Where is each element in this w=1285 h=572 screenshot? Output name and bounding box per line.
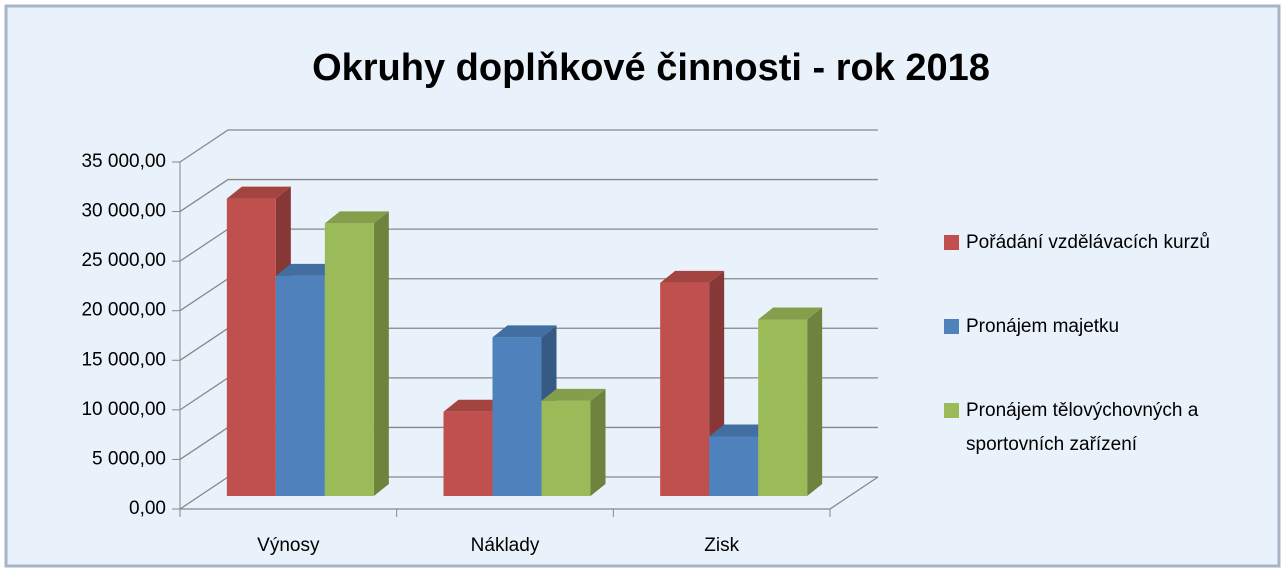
legend-swatch <box>944 319 959 334</box>
y-tick-label: 15 000,00 <box>81 349 166 370</box>
bar-front <box>226 198 276 497</box>
x-tick-label: Výnosy <box>257 535 320 556</box>
bar <box>492 325 557 496</box>
bar-front <box>275 275 325 496</box>
bar <box>541 388 606 496</box>
x-tick-label: Náklady <box>471 535 540 556</box>
bar-top <box>758 307 823 320</box>
bar-front <box>709 436 759 496</box>
bar-side <box>807 307 823 496</box>
chart-title: Okruhy doplňkové činnosti - rok 2018 <box>312 47 990 89</box>
bar-top <box>541 388 606 401</box>
bar <box>758 307 823 496</box>
y-tick-label: 30 000,00 <box>81 201 166 222</box>
bar-side <box>373 211 389 496</box>
bar-front <box>492 337 542 496</box>
bar <box>324 211 389 496</box>
legend: Pořádání vzdělávacích kurzů Pronájem maje… <box>944 226 1274 512</box>
legend-item: Pronájem majetku <box>944 310 1274 344</box>
bar-top <box>324 211 389 224</box>
y-tick-label: 25 000,00 <box>81 250 166 271</box>
bar-top <box>492 325 557 338</box>
grid-line <box>179 178 878 213</box>
bar-front <box>443 411 493 496</box>
legend-item: Pořádání vzdělávacích kurzů <box>944 226 1274 260</box>
legend-label: Pořádání vzdělávacích kurzů <box>966 232 1210 253</box>
y-tick-label: 10 000,00 <box>81 399 166 420</box>
grid-line <box>179 129 878 163</box>
legend-item: Pronájem tělovýchovných a sportovních za… <box>944 394 1274 462</box>
bar <box>660 270 725 496</box>
y-tick-label: 35 000,00 <box>81 151 166 172</box>
bar-side <box>590 388 606 496</box>
bar-top <box>709 424 774 437</box>
bar-front <box>541 400 591 496</box>
bar-top <box>226 186 291 199</box>
bar-front <box>758 319 808 496</box>
legend-label: Pronájem majetku <box>966 316 1120 337</box>
bar-top <box>660 270 725 283</box>
bar-front <box>660 282 710 496</box>
bar-top <box>275 263 340 276</box>
y-tick-label: 5 000,00 <box>92 448 166 469</box>
bar-front <box>324 223 374 496</box>
legend-label: Pronájem tělovýchovných a sportovních za… <box>966 400 1199 455</box>
y-tick-label: 20 000,00 <box>81 300 166 321</box>
legend-swatch <box>944 235 959 250</box>
y-tick-label: 0,00 <box>129 498 166 519</box>
legend-swatch <box>944 403 959 418</box>
bar-top <box>443 399 508 412</box>
x-tick-label: Zisk <box>704 535 739 556</box>
